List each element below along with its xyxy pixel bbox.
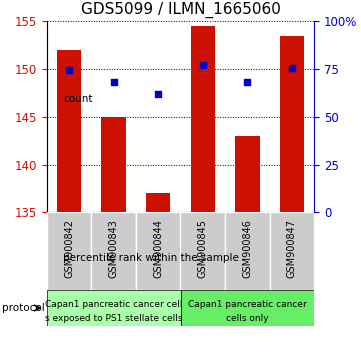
Point <box>66 67 72 73</box>
Text: GSM900844: GSM900844 <box>153 219 163 278</box>
Bar <box>279 36 304 212</box>
Text: GSM900843: GSM900843 <box>109 219 119 278</box>
Text: s exposed to PS1 stellate cells: s exposed to PS1 stellate cells <box>45 314 182 323</box>
Bar <box>146 193 170 212</box>
Bar <box>91 212 136 290</box>
Text: GSM900845: GSM900845 <box>198 219 208 278</box>
Bar <box>180 290 314 326</box>
Text: count: count <box>63 94 93 104</box>
Text: GSM900847: GSM900847 <box>287 219 297 278</box>
Text: protocol: protocol <box>3 303 45 313</box>
Bar <box>191 26 215 212</box>
Bar <box>57 50 82 212</box>
Bar <box>47 290 180 326</box>
Text: GSM900842: GSM900842 <box>64 219 74 278</box>
Bar <box>180 212 225 290</box>
Point <box>200 62 206 68</box>
Bar <box>235 136 260 212</box>
Text: percentile rank within the sample: percentile rank within the sample <box>63 253 239 263</box>
Text: Capan1 pancreatic cancer cell: Capan1 pancreatic cancer cell <box>45 300 182 309</box>
Point <box>155 91 161 97</box>
Text: GSM900846: GSM900846 <box>242 219 252 278</box>
Bar <box>47 212 91 290</box>
Bar <box>51 202 60 301</box>
Point <box>244 80 250 85</box>
Point <box>289 65 295 71</box>
Bar <box>101 117 126 212</box>
Bar <box>51 42 60 142</box>
Bar <box>225 212 270 290</box>
Title: GDS5099 / ILMN_1665060: GDS5099 / ILMN_1665060 <box>81 2 280 18</box>
Point <box>111 80 117 85</box>
Text: Capan1 pancreatic cancer: Capan1 pancreatic cancer <box>188 300 306 309</box>
Bar <box>136 212 180 290</box>
Bar <box>270 212 314 290</box>
Text: cells only: cells only <box>226 314 269 323</box>
